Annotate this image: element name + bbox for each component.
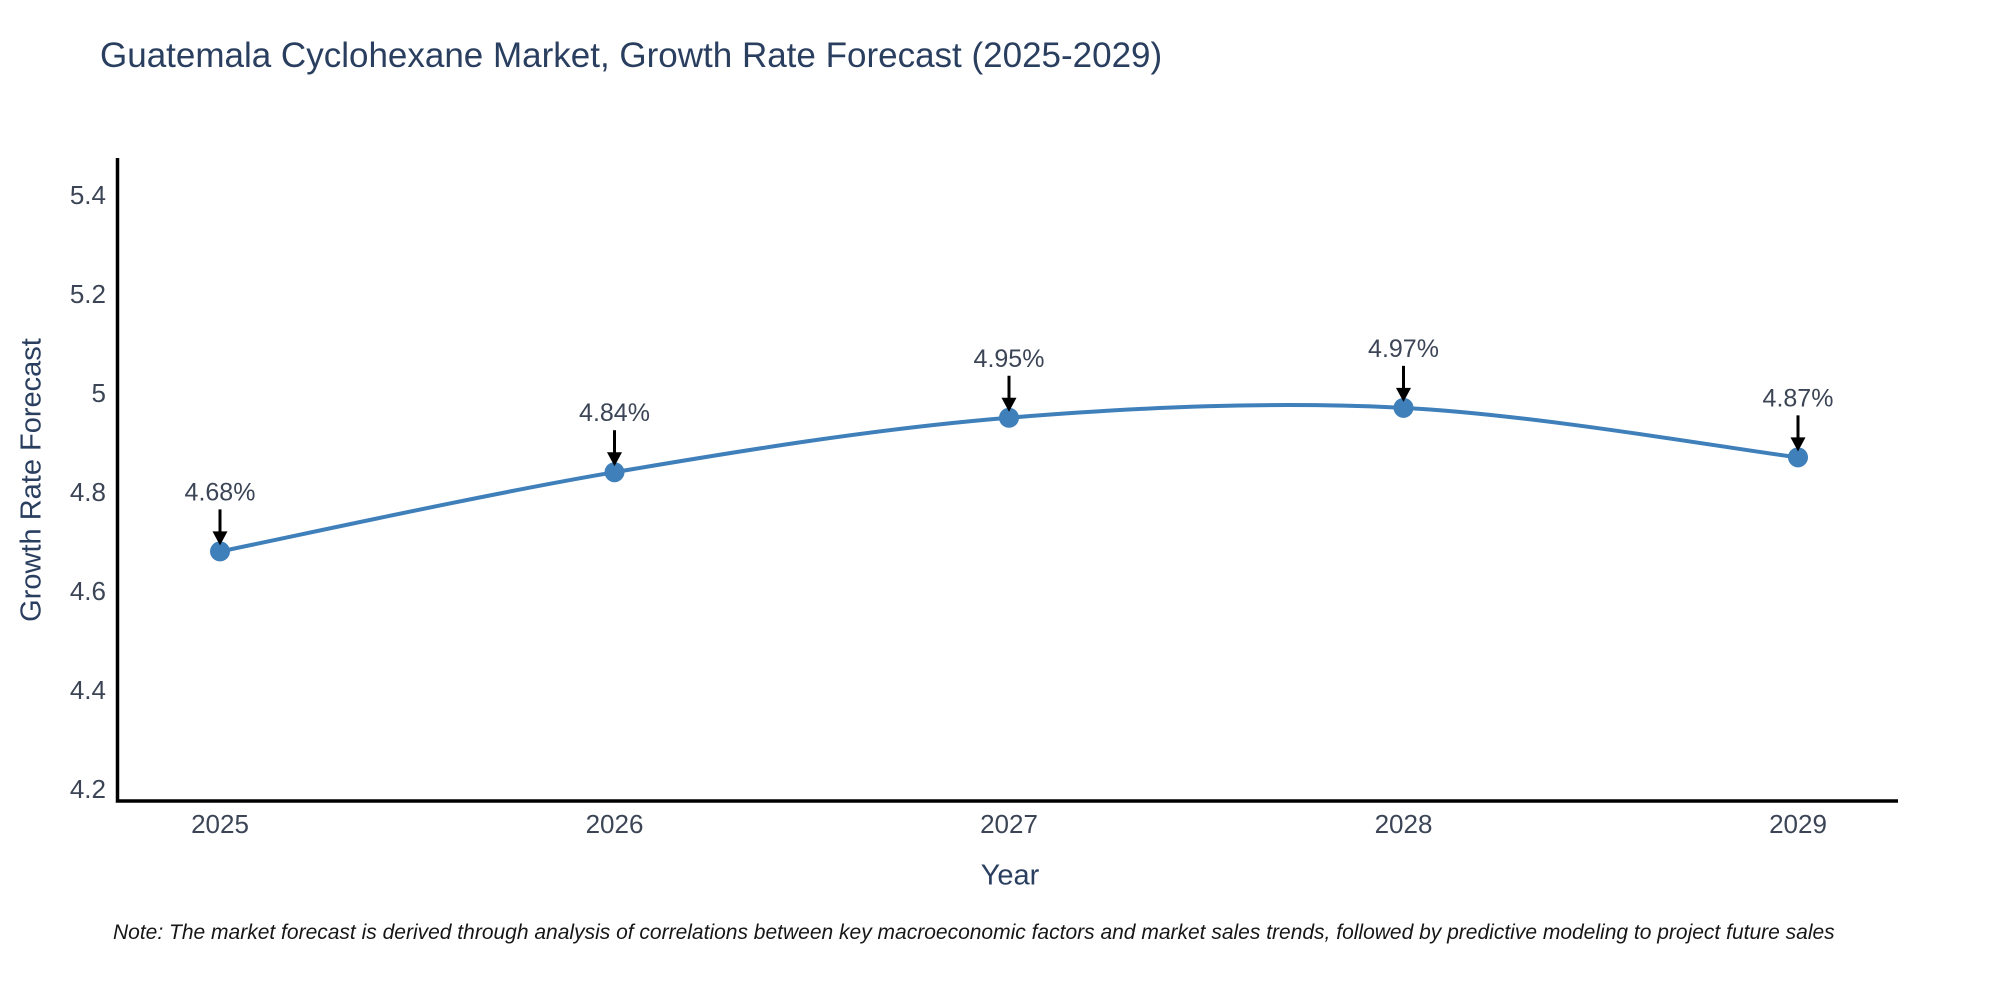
y-tick-label: 4.2 — [70, 774, 106, 804]
y-tick-label: 5.2 — [70, 279, 106, 309]
annotation-arrowhead-icon — [607, 452, 622, 467]
point-value-label: 4.84% — [579, 399, 650, 427]
point-value-label: 4.68% — [185, 478, 256, 506]
y-axis-ticks: 4.2 4.4 4.6 4.8 5 5.2 5.4 — [70, 180, 106, 804]
point-annotation: 4.87% — [1763, 384, 1834, 452]
point-annotation: 4.95% — [974, 345, 1045, 412]
y-axis-title: Growth Rate Forecast — [15, 338, 48, 622]
x-tick-label: 2025 — [191, 809, 249, 839]
y-tick-label: 4.8 — [70, 477, 106, 507]
point-value-label: 4.97% — [1368, 335, 1439, 363]
annotation-arrowhead-icon — [1396, 387, 1411, 402]
data-point-marker[interactable] — [210, 541, 230, 562]
point-annotation: 4.97% — [1368, 335, 1439, 402]
x-axis-ticks: 2025 2026 2027 2028 2029 — [191, 809, 1827, 839]
x-tick-label: 2026 — [586, 809, 644, 839]
y-tick-label: 5.4 — [70, 180, 106, 210]
y-tick-label: 4.6 — [70, 576, 106, 606]
chart-title: Guatemala Cyclohexane Market, Growth Rat… — [100, 36, 1163, 75]
x-tick-label: 2028 — [1375, 809, 1433, 839]
x-tick-label: 2027 — [980, 809, 1038, 839]
data-point-marker[interactable] — [604, 462, 625, 483]
data-point-marker[interactable] — [1393, 397, 1414, 418]
annotation-arrowhead-icon — [1790, 437, 1806, 452]
data-point-marker[interactable] — [1788, 447, 1808, 468]
annotation-arrowhead-icon — [212, 531, 228, 546]
x-axis-title: Year — [980, 859, 1040, 892]
axis-lines — [115, 158, 1898, 803]
point-annotation: 4.84% — [579, 399, 650, 467]
x-tick-label: 2029 — [1769, 809, 1827, 839]
point-value-label: 4.95% — [974, 345, 1045, 373]
y-tick-label: 4.4 — [70, 675, 106, 705]
footnote: Note: The market forecast is derived thr… — [113, 921, 1835, 944]
point-annotation: 4.68% — [185, 478, 256, 546]
data-point-marker[interactable] — [999, 407, 1019, 428]
annotation-arrowhead-icon — [1001, 397, 1017, 412]
y-tick-label: 5 — [92, 378, 106, 408]
point-value-label: 4.87% — [1763, 384, 1834, 412]
